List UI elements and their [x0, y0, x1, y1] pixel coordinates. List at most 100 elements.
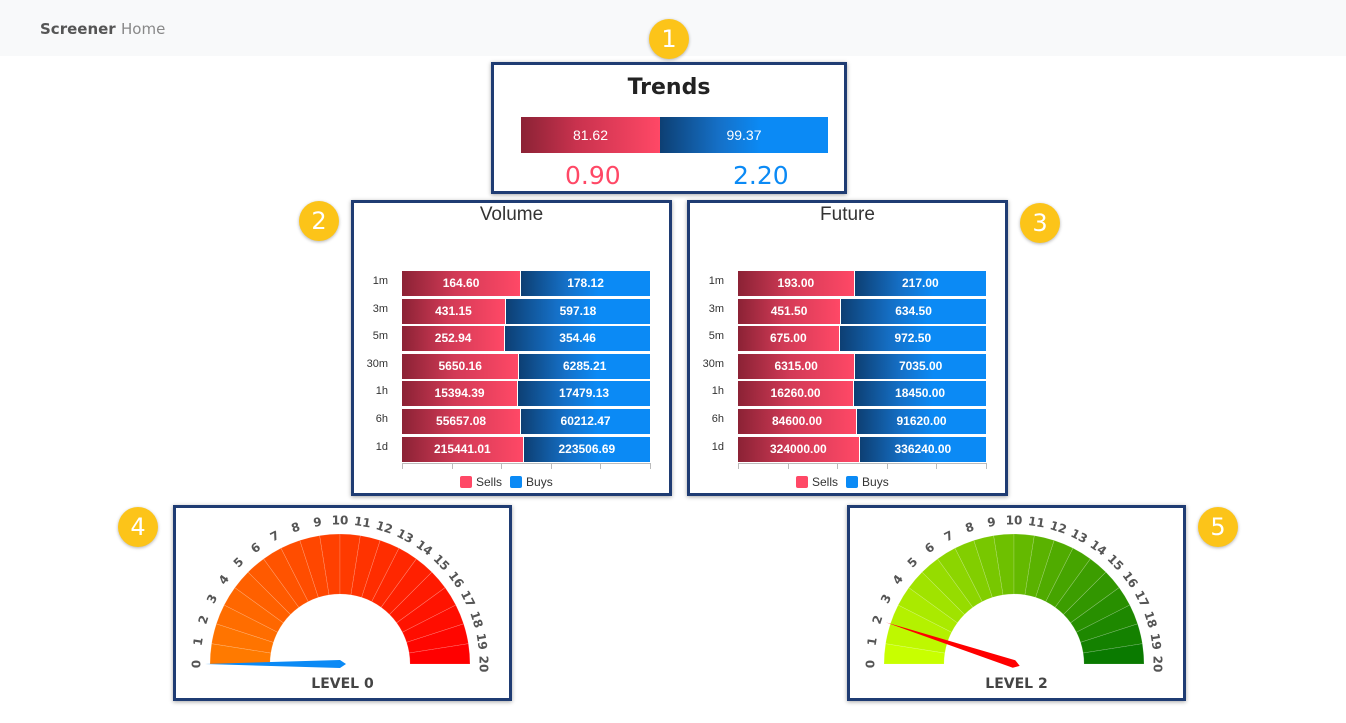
row-label: 1m	[708, 275, 724, 287]
legend-item-buys[interactable]: Buys	[510, 475, 553, 489]
chart-legend: Sells Buys	[460, 475, 561, 489]
bar-sells[interactable]: 675.00	[738, 326, 839, 352]
volume-chart-panel: Volume 1m 164.60 178.12 3m 431.15 597.18 5m 252…	[351, 200, 672, 496]
gauge-segment	[1070, 587, 1131, 633]
nav-home-link[interactable]: Home	[121, 20, 166, 38]
bar-buys[interactable]: 60212.47	[521, 409, 650, 434]
trends-sell-ratio: 0.90	[565, 161, 621, 190]
gauge-tick-label: 0	[190, 660, 204, 668]
gauge-segment	[1054, 558, 1107, 615]
x-axis-tick	[650, 463, 651, 470]
gauge-tick-label: 19	[1148, 632, 1164, 651]
bar-sells[interactable]: 6315.00	[738, 353, 855, 379]
bar-buys[interactable]: 354.46	[505, 326, 650, 352]
gauge-segment	[1080, 623, 1143, 654]
bar-buys[interactable]: 17479.13	[518, 381, 650, 407]
bar-sells[interactable]: 55657.08	[402, 409, 521, 434]
legend-item-sells[interactable]: Sells	[796, 475, 838, 489]
legend-swatch	[846, 476, 859, 488]
bar-sells[interactable]: 431.15	[402, 298, 505, 324]
bar-buys[interactable]: 223506.69	[523, 436, 650, 462]
gauge-tick-label: 12	[1048, 518, 1068, 536]
gauge-tick-label: 9	[986, 515, 996, 530]
row-label: 30m	[702, 357, 724, 370]
gauge-panel-right: 0 1 2 3 4 5 6 7 8 9 10 11 12 13 14 15 16 17 18 19 20 LEVEL 2	[847, 505, 1186, 701]
gauge-tick-label: 15	[1105, 552, 1127, 574]
bar-buys[interactable]: 7035.00	[855, 353, 986, 379]
bar-sells[interactable]: 215441.01	[402, 436, 523, 462]
gauge-panel-left: 0 1 2 3 4 5 6 7 8 9 10 11 12 13 14 15 16 17 18 19 20 LEVEL 0	[173, 505, 512, 701]
row-label: 5m	[372, 330, 388, 343]
gauge-tick-label: 1	[865, 636, 880, 646]
x-axis-tick	[600, 463, 602, 470]
gauge-segment	[406, 623, 469, 654]
gauge-tick-label: 11	[353, 514, 372, 530]
gauge-tick-label: 15	[431, 552, 453, 574]
legend-swatch	[460, 476, 472, 488]
gauge-tick-label: 16	[1120, 569, 1141, 591]
legend-item-sells[interactable]: Sells	[460, 475, 502, 489]
bar-buys[interactable]: 972.50	[839, 326, 986, 352]
legend-item-buys[interactable]: Buys	[846, 475, 889, 489]
row-label: 1m	[372, 275, 388, 287]
gauge-right-level-label: LEVEL 2	[985, 676, 1048, 692]
gauge-segment	[973, 535, 1004, 598]
gauge-segment	[215, 604, 279, 643]
x-axis	[738, 463, 986, 465]
x-axis-tick	[787, 463, 789, 470]
bar-sells[interactable]: 5650.16	[402, 353, 519, 379]
bar-sells[interactable]: 451.50	[738, 298, 841, 324]
bar-buys[interactable]: 6285.21	[519, 353, 650, 379]
bar-sells[interactable]: 15394.39	[402, 381, 518, 407]
x-axis-tick	[451, 463, 453, 470]
gauge-segment	[389, 571, 446, 624]
x-axis-tick	[501, 463, 503, 470]
gauge-tick-label: 10	[1006, 514, 1023, 528]
annotation-badge-3: 3	[1020, 203, 1060, 243]
legend-label: Sells	[476, 475, 503, 489]
navbar-brand[interactable]: Screener	[40, 20, 116, 38]
gauge-tick-label: 19	[474, 632, 490, 651]
gauge-segment	[1013, 533, 1035, 596]
x-axis	[402, 463, 650, 465]
gauge-segment	[380, 558, 433, 615]
trends-sells-bar: 81.62	[521, 117, 660, 153]
bar-sells[interactable]: 16260.00	[738, 381, 854, 407]
legend-label: Buys	[526, 475, 553, 489]
legend-swatch	[796, 476, 808, 488]
future-chart: 1m 193.00 217.00 3m 451.50 634.50 5m 675.00 972.…	[690, 203, 1005, 493]
bar-buys[interactable]: 178.12	[521, 271, 650, 296]
bar-buys[interactable]: 217.00	[854, 271, 986, 296]
gauge-tick-label: 3	[878, 592, 894, 606]
gauge-segment	[1082, 643, 1145, 665]
x-axis-tick	[886, 463, 888, 470]
bar-buys[interactable]: 18450.00	[854, 381, 986, 407]
gauge-tick-label: 7	[942, 528, 956, 544]
future-chart-title: Future	[820, 204, 875, 225]
annotation-badge-1: 1	[649, 19, 689, 59]
gauge-tick-label: 5	[905, 555, 921, 571]
bar-buys[interactable]: 336240.00	[859, 436, 986, 462]
gauge-tick-label: 14	[1087, 537, 1109, 558]
gauge-left-level-label: LEVEL 0	[311, 676, 374, 692]
bar-buys[interactable]: 634.50	[841, 298, 986, 324]
trends-title: Trends	[627, 75, 711, 100]
x-axis-tick	[837, 463, 839, 470]
bar-buys[interactable]: 91620.00	[857, 409, 986, 434]
legend-swatch	[510, 476, 523, 488]
bar-sells[interactable]: 164.60	[402, 271, 521, 296]
row-label: 1h	[375, 385, 388, 398]
gauge-segment	[883, 643, 946, 665]
gauge-tick-label: 8	[290, 520, 302, 536]
bar-sells[interactable]: 84600.00	[738, 409, 857, 434]
bar-sells[interactable]: 193.00	[738, 271, 854, 296]
bar-sells[interactable]: 252.94	[402, 326, 505, 352]
gauge-tick-label: 20	[477, 656, 491, 673]
gauge-tick-label: 2	[870, 614, 886, 626]
legend-label: Sells	[812, 475, 839, 489]
bar-buys[interactable]: 597.18	[505, 298, 650, 324]
gauge-tick-label: 18	[1141, 610, 1159, 630]
bar-sells[interactable]: 324000.00	[738, 436, 859, 462]
row-label: 5m	[708, 330, 724, 343]
